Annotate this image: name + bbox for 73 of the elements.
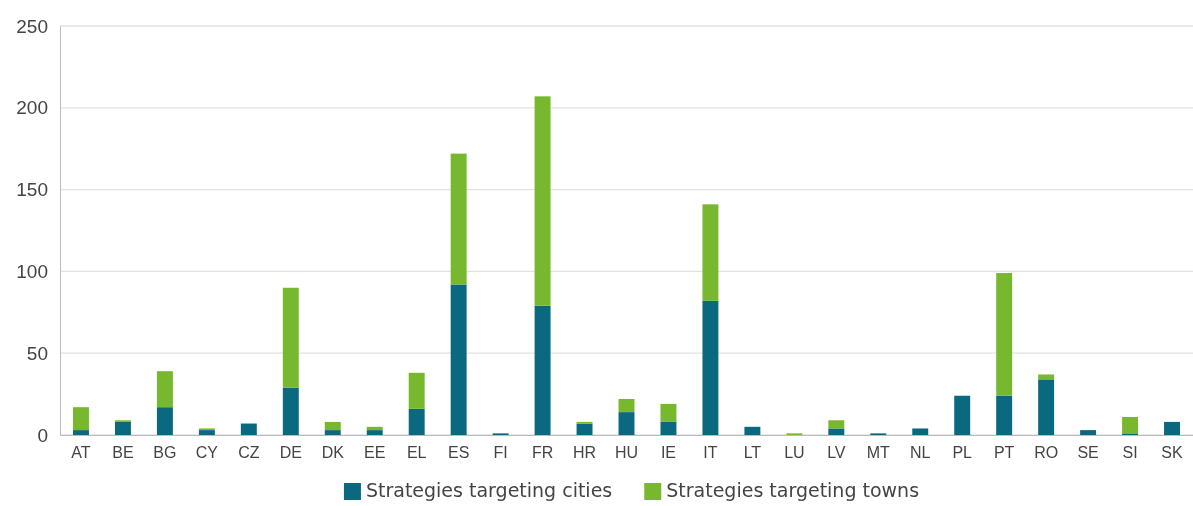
legend-label: Strategies targeting cities: [365, 479, 613, 501]
bar: [324, 421, 341, 431]
bar: [702, 300, 719, 435]
x-tick-label: PL: [952, 444, 973, 462]
bar: [1122, 417, 1139, 434]
bar: [240, 423, 257, 435]
x-tick-label: NL: [910, 444, 931, 462]
bar: [954, 395, 971, 435]
bar: [450, 153, 467, 285]
x-tick-label: BG: [153, 444, 177, 462]
bar: [660, 421, 677, 435]
x-tick-label: IT: [703, 444, 718, 462]
legend-label: Strategies targeting towns: [666, 479, 920, 501]
y-tick-label: 150: [16, 179, 48, 201]
x-tick-label: RO: [1034, 444, 1059, 462]
x-tick-label: DE: [279, 444, 302, 462]
x-tick-label: BE: [112, 444, 134, 462]
bar: [1038, 379, 1055, 435]
bar: [1038, 374, 1055, 380]
y-tick-label: 100: [16, 260, 48, 282]
x-tick-label: CY: [195, 444, 219, 462]
x-tick-label: AT: [71, 444, 91, 462]
bar: [702, 204, 719, 301]
bar: [408, 372, 425, 409]
bar: [73, 407, 89, 431]
y-tick-label: 50: [26, 342, 48, 364]
bar: [450, 284, 467, 435]
bar: [114, 421, 131, 435]
bar: [198, 430, 215, 435]
y-tick-label: 250: [16, 15, 48, 37]
bar: [996, 273, 1013, 396]
x-tick-label: LV: [827, 444, 846, 462]
x-tick-label: LU: [784, 444, 805, 462]
x-tick-label: EL: [406, 444, 427, 462]
x-tick-label: HR: [572, 444, 597, 462]
bar: [366, 426, 383, 431]
x-tick-label: SK: [1161, 444, 1184, 462]
bar: [408, 408, 425, 435]
bar: [1164, 421, 1180, 435]
y-tick-label: 0: [37, 424, 48, 446]
y-tick-label: 200: [16, 97, 48, 119]
x-tick-label: CZ: [238, 444, 260, 462]
x-tick-label: FR: [531, 444, 554, 462]
bar: [828, 428, 845, 435]
x-tick-label: FI: [493, 444, 508, 462]
x-tick-label: ES: [447, 444, 470, 462]
bar: [324, 430, 341, 435]
bar: [534, 96, 551, 306]
bar: [282, 287, 299, 388]
x-tick-label: HU: [614, 444, 639, 462]
bar: [366, 430, 383, 435]
bar: [73, 430, 89, 435]
bar: [912, 428, 929, 435]
bar: [828, 420, 845, 429]
bar: [744, 426, 761, 435]
bar: [534, 305, 551, 435]
x-tick-label: PT: [993, 444, 1015, 462]
x-tick-label: DK: [321, 444, 345, 462]
bar: [576, 423, 593, 435]
x-tick-label: SI: [1122, 444, 1138, 462]
bar: [618, 399, 635, 413]
x-tick-label: SE: [1077, 444, 1099, 462]
x-tick-label: LT: [743, 444, 762, 462]
bar: [156, 407, 173, 435]
x-tick-label: IE: [660, 444, 677, 462]
bar: [282, 387, 299, 435]
bar: [618, 412, 635, 435]
bar: [1080, 430, 1097, 435]
bar: [156, 371, 173, 408]
x-tick-label: EE: [364, 444, 386, 462]
bar: [660, 403, 677, 422]
x-tick-label: MT: [866, 444, 891, 462]
bar: [996, 395, 1013, 435]
